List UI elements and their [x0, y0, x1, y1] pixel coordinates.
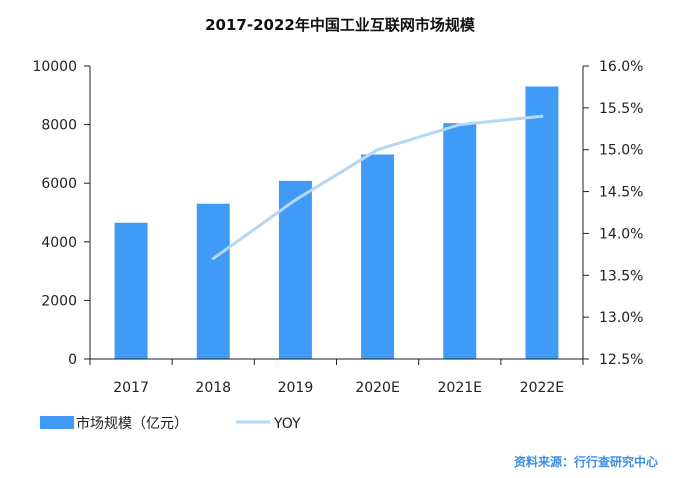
y-left-tick-label: 4000 — [41, 235, 77, 251]
bar-2019 — [278, 180, 312, 359]
y-right-tick-label: 12.5% — [599, 352, 643, 368]
axes-layer: 0 2000 4000 6000 8000 10000 12.5% 13.0% 13.5% 14.… — [32, 59, 643, 396]
y-left-tick-label: 8000 — [41, 118, 77, 134]
y-left-tick-label: 0 — [68, 352, 77, 368]
x-tick-label-2017: 2017 — [113, 380, 149, 396]
y-right-tick-label: 14.0% — [599, 226, 643, 242]
x-tick-label-2019: 2019 — [278, 380, 314, 396]
y-right-tick-label: 14.5% — [599, 185, 643, 201]
legend-line-label: YOY — [273, 416, 301, 432]
x-tick-label-2020E: 2020E — [355, 380, 399, 396]
legend-bar-label: 市场规模（亿元） — [76, 415, 188, 432]
y-left-tick-label: 2000 — [41, 293, 77, 309]
source-note: 资料来源：行行查研究中心 — [514, 454, 658, 469]
y-right-tick-label: 13.5% — [599, 268, 643, 284]
y-right-tick-label: 13.0% — [599, 310, 643, 326]
x-tick-label-2021E: 2021E — [438, 380, 482, 396]
chart-title: 2017-2022年中国工业互联网市场规模 — [205, 16, 476, 34]
line-layer — [211, 114, 544, 261]
bar-2017 — [114, 222, 148, 359]
x-tick-label-2022E: 2022E — [520, 380, 564, 396]
y-right-tick-label: 15.0% — [599, 143, 643, 159]
y-left-tick-label: 6000 — [41, 176, 77, 192]
y-right-tick-label: 16.0% — [599, 59, 643, 75]
y-right-tick-label: 15.5% — [599, 101, 643, 117]
bar-2018 — [196, 203, 230, 359]
bars-layer — [114, 86, 559, 359]
x-tick-label-2018: 2018 — [195, 380, 231, 396]
bar-2021E — [443, 123, 477, 359]
y-left-tick-label: 10000 — [32, 59, 77, 75]
bar-2020E — [361, 154, 395, 359]
bar-2022E — [525, 86, 559, 359]
legend: 市场规模（亿元） YOY — [40, 415, 301, 432]
legend-bar-swatch — [40, 416, 74, 429]
